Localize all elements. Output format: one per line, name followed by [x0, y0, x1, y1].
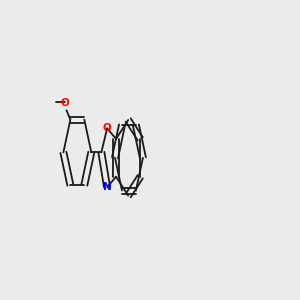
Text: O: O	[61, 98, 69, 108]
Text: O: O	[103, 123, 112, 134]
Text: N: N	[103, 182, 112, 192]
